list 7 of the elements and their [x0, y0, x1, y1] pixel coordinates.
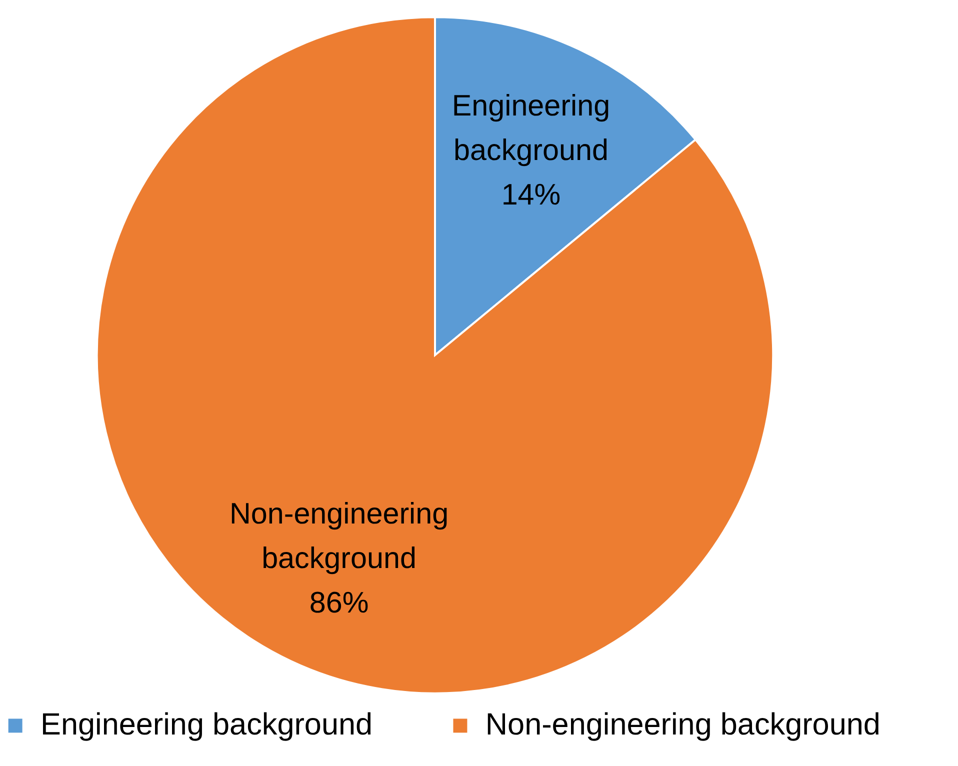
data-label: 86%: [309, 586, 369, 620]
slice-label: Engineering background: [452, 90, 610, 168]
legend-label: Engineering background: [40, 708, 373, 742]
slice-label: Non-engineering background: [229, 498, 449, 576]
legend-label: Non-engineering background: [485, 708, 880, 742]
pie-slice: [96, 16, 774, 694]
data-label: 14%: [501, 178, 561, 212]
